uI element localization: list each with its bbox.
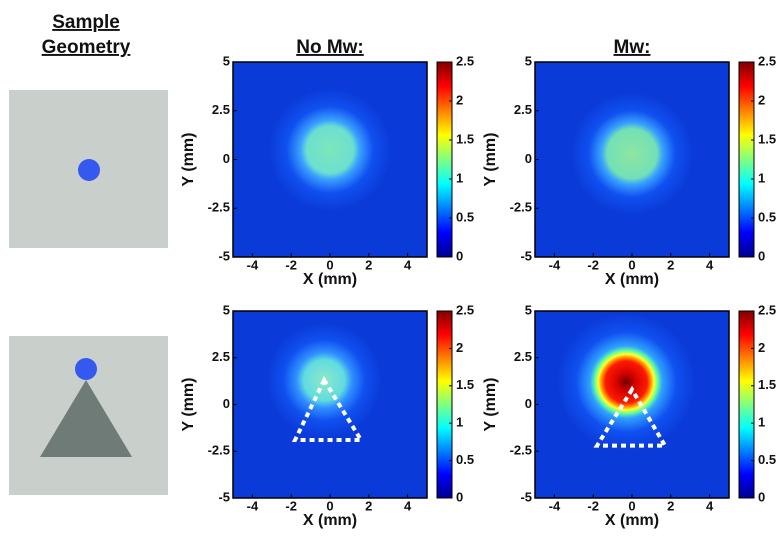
column-title: Mw: <box>614 37 651 58</box>
y-tick-label: 5 <box>223 53 230 68</box>
x-tick-label: -4 <box>247 257 259 272</box>
x-tick-label: 2 <box>667 257 674 272</box>
y-tick-label: -2.5 <box>510 443 532 458</box>
x-tick-label: -4 <box>549 498 561 513</box>
y-tick-label: 0 <box>223 151 230 166</box>
colorbar-tick-label: 0 <box>758 248 765 263</box>
colorbar-tick-label: 1.5 <box>758 377 776 392</box>
y-tick-label: -2.5 <box>208 200 230 215</box>
y-axis-label: Y (mm) <box>180 378 197 432</box>
y-axis-label: Y (mm) <box>180 133 197 187</box>
colorbar-tick-label: 0 <box>456 248 463 263</box>
geometry-title: Sample <box>52 12 120 33</box>
x-tick-label: 2 <box>667 498 674 513</box>
colorbar-tick-label: 1.5 <box>758 131 776 146</box>
sample-dot <box>78 159 100 181</box>
colorbar-tick-label: 1.5 <box>456 131 474 146</box>
colorbar-tick-label: 1.5 <box>456 377 474 392</box>
colorbar-tick-label: 0.5 <box>758 209 776 224</box>
colorbar-tick-label: 1 <box>456 170 463 185</box>
colorbar-tick-label: 0 <box>758 489 765 504</box>
colorbar-tick-label: 0.5 <box>456 209 474 224</box>
colorbar-tick-label: 0.5 <box>456 452 474 467</box>
colorbar <box>739 311 754 498</box>
colorbar-tick-label: 1 <box>456 415 463 430</box>
x-tick-label: -2 <box>285 498 297 513</box>
sample-dot <box>75 358 97 380</box>
colorbar-tick-label: 2.5 <box>456 53 474 68</box>
x-tick-label: 2 <box>365 257 372 272</box>
x-tick-label: 2 <box>365 498 372 513</box>
y-tick-label: -2.5 <box>510 200 532 215</box>
column-title: No Mw: <box>296 37 364 58</box>
x-axis-label: X (mm) <box>605 512 659 529</box>
colorbar-tick-label: 0 <box>456 489 463 504</box>
colorbar-tick-label: 2.5 <box>758 53 776 68</box>
x-tick-label: 4 <box>706 257 714 272</box>
colorbar-tick-label: 2 <box>758 340 765 355</box>
heatmap-spot <box>268 88 392 212</box>
y-tick-label: 0 <box>525 151 532 166</box>
figure: Sample Geometry No Mw: Mw: -4 -2 0 2 4 -5 -2.5… <box>0 0 778 535</box>
colorbar-tick-label: 2.5 <box>456 302 474 317</box>
y-tick-label: -5 <box>520 248 532 263</box>
colorbar-tick-label: 2 <box>456 92 463 107</box>
colorbar <box>739 62 754 257</box>
colorbar-tick-label: 1 <box>758 170 765 185</box>
x-axis-label: X (mm) <box>303 512 357 529</box>
y-tick-label: 2.5 <box>514 102 532 117</box>
x-tick-label: 4 <box>404 498 412 513</box>
y-tick-label: 2.5 <box>212 102 230 117</box>
colorbar-tick-label: 2.5 <box>758 302 776 317</box>
heatmap-spot <box>570 92 694 216</box>
x-axis-label: X (mm) <box>303 271 357 288</box>
geometry-title: Geometry <box>42 37 131 58</box>
y-tick-label: 5 <box>525 302 532 317</box>
y-tick-label: 2.5 <box>212 349 230 364</box>
y-tick-label: 0 <box>525 396 532 411</box>
colorbar-tick-label: 1 <box>758 415 765 430</box>
x-tick-label: -4 <box>549 257 561 272</box>
y-tick-label: 5 <box>525 53 532 68</box>
colorbar <box>437 62 452 257</box>
x-tick-label: -2 <box>285 257 297 272</box>
colorbar-tick-label: 2 <box>456 340 463 355</box>
heatmap-spot <box>556 312 696 452</box>
y-tick-label: -2.5 <box>208 443 230 458</box>
colorbar-tick-label: 2 <box>758 92 765 107</box>
x-tick-label: -4 <box>247 498 259 513</box>
colorbar <box>437 311 452 498</box>
y-axis-label: Y (mm) <box>482 133 499 187</box>
y-tick-label: -5 <box>218 248 230 263</box>
x-tick-label: -2 <box>587 498 599 513</box>
y-tick-label: -5 <box>520 489 532 504</box>
y-tick-label: 5 <box>223 302 230 317</box>
y-tick-label: 0 <box>223 396 230 411</box>
x-tick-label: 4 <box>706 498 714 513</box>
colorbar-tick-label: 0.5 <box>758 452 776 467</box>
y-tick-label: 2.5 <box>514 349 532 364</box>
x-axis-label: X (mm) <box>605 271 659 288</box>
y-tick-label: -5 <box>218 489 230 504</box>
x-tick-label: 4 <box>404 257 412 272</box>
y-axis-label: Y (mm) <box>482 378 499 432</box>
x-tick-label: -2 <box>587 257 599 272</box>
